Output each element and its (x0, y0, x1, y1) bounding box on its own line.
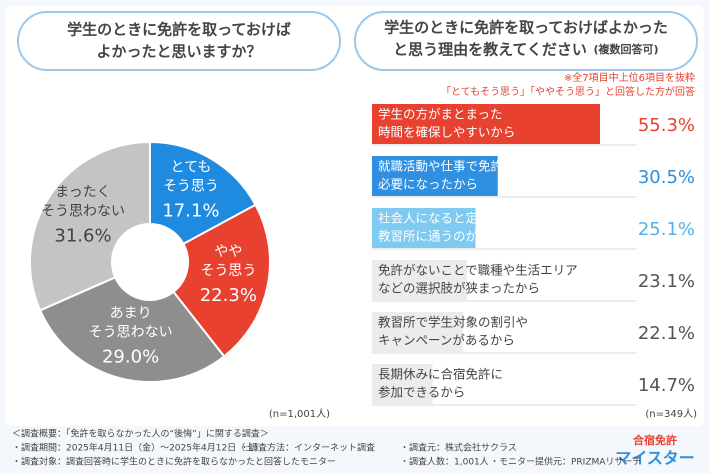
bar-label: 教習所で学生対象の割引や (378, 315, 528, 330)
footer-line: ＜調査概要：「免許を取らなかった人の“後悔”」に関する調査＞ (12, 428, 269, 440)
title: よかったと思いますか？ (96, 43, 261, 61)
slice-value: 17.1% (162, 200, 219, 221)
slice-label: とても (170, 159, 211, 175)
slice-label: そう思わない (89, 325, 173, 341)
bar-value: 14.7% (638, 375, 695, 396)
title: 学生のときに免許を取っておけばよかった (384, 19, 668, 37)
bar-label: 必要になったから (378, 177, 478, 192)
footer-line: ・モニター提供元：PRIZMAリサーチ (490, 456, 641, 468)
right-title-pill (354, 11, 698, 71)
slice-label: そう思う (163, 178, 219, 194)
sample-note: (n=349人) (645, 408, 697, 420)
note: ※全7項目中上位6項目を抜粋 (564, 71, 695, 84)
footer-line: ・調査期間：2025年4月11日（金）～2025年4月12日（土） (12, 442, 263, 454)
bar-label: 社会人になると定期的に (378, 211, 516, 226)
bar-value: 55.3% (638, 115, 695, 136)
donut-slice (29, 140, 151, 312)
bar (372, 364, 433, 404)
subtitle: (複数回答可) (593, 42, 658, 56)
slice-label: あまり (110, 306, 152, 322)
note: 「とてもそう思う」「ややそう思う」と回答した方が回答 (441, 85, 695, 98)
donut-slice (172, 203, 271, 358)
logo: 合宿免許 (633, 433, 677, 447)
bar-value: 30.5% (638, 167, 695, 188)
bar (372, 104, 600, 144)
bar-label: 学生の方がまとまった (378, 107, 503, 122)
bar-value: 22.1% (638, 323, 695, 344)
bar-label: 時間を確保しやすいから (378, 125, 515, 140)
slice-value: 22.3% (200, 285, 257, 306)
bar-label: 長期休みに合宿免許に (378, 367, 503, 382)
donut-slice (38, 275, 226, 383)
title: 学生のときに免許を取っておけば (67, 21, 291, 39)
slice-value: 31.6% (54, 225, 111, 246)
bar-label: 参加できるから (378, 385, 465, 400)
title: と思う理由を教えてください (393, 41, 587, 59)
slice-label: やや (214, 244, 242, 260)
bar (372, 156, 498, 196)
bar-label: などの選択肢が狭まったから (378, 281, 540, 296)
footer-line: ・調査人数：1,001人 (400, 456, 489, 468)
bar-label: キャンペーンがあるから (378, 333, 515, 348)
bar-label: 教習所に通うのが難しくなるから (378, 229, 566, 244)
footer-line: ・調査対象：調査回答時に学生のときに免許を取らなかったと回答したモニター (12, 456, 336, 468)
bar (372, 260, 468, 300)
footer-line: ・調査方法：インターネット調査 (240, 442, 375, 454)
bar-value: 25.1% (638, 219, 695, 240)
logo: マイスター (615, 449, 695, 468)
bar-label: 就職活動や仕事で免許が (378, 159, 516, 174)
sample-note: (n=1,001人) (269, 408, 330, 420)
bar (372, 312, 464, 352)
slice-label: まったく (55, 184, 110, 200)
footer-line: ・調査元：株式会社サクラス (400, 442, 517, 454)
slice-value: 29.0% (102, 347, 159, 368)
slice-label: そう思う (200, 263, 256, 279)
bar (372, 208, 476, 248)
slice-label: そう思わない (41, 203, 125, 219)
bar-label: 免許がないことで職種や生活エリア (378, 263, 578, 278)
left-title-pill (17, 11, 341, 71)
bar-value: 23.1% (638, 271, 695, 292)
